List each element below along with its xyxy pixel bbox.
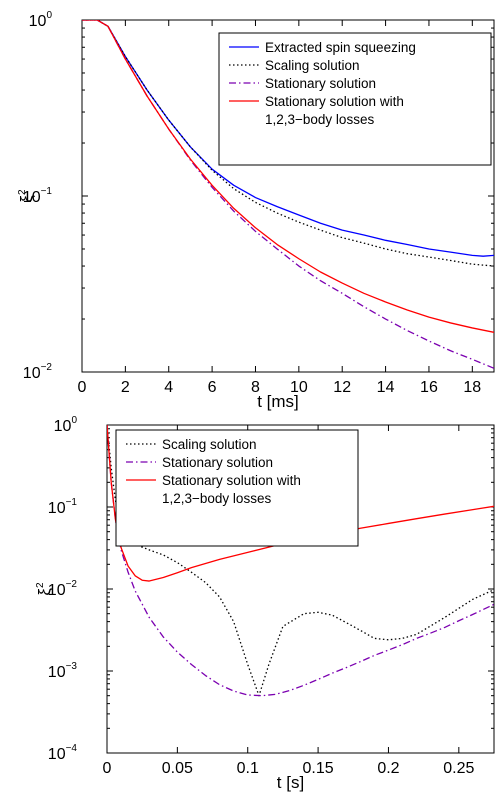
x-tick-label: 0.2 (377, 760, 399, 777)
x-tick-label: 10 (290, 379, 308, 396)
y-tick-base: 10 (48, 500, 66, 517)
x-tick-label: 0.25 (443, 760, 474, 777)
y-axis-label-text: ξ2 (35, 582, 54, 596)
y-tick-label: 100 (29, 10, 53, 30)
y-axis-sup: 2 (17, 189, 28, 195)
series-line (107, 425, 494, 582)
legend-label: Stationary solution with (265, 94, 404, 109)
series-line (82, 20, 494, 267)
y-axis-symbol: ξ (17, 195, 36, 203)
y-axis-symbol: ξ (35, 588, 54, 596)
x-tick-label: 6 (208, 379, 217, 396)
y-tick-exp: 0 (46, 10, 52, 21)
legend-label: Stationary solution (265, 76, 376, 91)
x-tick-label: 0 (78, 379, 87, 396)
legend-label: 1,2,3−body losses (265, 112, 374, 127)
y-tick-base: 10 (23, 365, 41, 382)
x-tick-label: 18 (463, 379, 481, 396)
legend-label: Stationary solution with (162, 473, 301, 488)
y-tick-base: 10 (48, 746, 66, 763)
x-axis-label: t [ms] (257, 392, 299, 411)
y-tick-label: 100 (54, 415, 78, 435)
x-tick-label: 14 (377, 379, 395, 396)
series-line (82, 20, 494, 257)
y-tick-label: 10−4 (48, 743, 78, 763)
x-tick-label: 2 (121, 379, 130, 396)
y-tick-exp: −1 (66, 497, 78, 508)
y-tick-label: 10−1 (23, 186, 53, 206)
legend-box (218, 32, 492, 166)
y-axis-label-text: ξ2 (17, 189, 36, 203)
series-group (82, 20, 494, 369)
legend-label: Stationary solution (162, 455, 273, 470)
y-axis-label: ξ2 (17, 189, 36, 203)
legend-box (115, 429, 359, 547)
y-tick-exp: −2 (66, 579, 78, 590)
y-tick-base: 10 (29, 13, 47, 30)
x-tick-label: 0.05 (162, 760, 193, 777)
x-tick-label: 0.15 (303, 760, 334, 777)
y-tick-base: 10 (48, 582, 66, 599)
x-tick-label: 16 (420, 379, 438, 396)
x-tick-label: 0.1 (237, 760, 259, 777)
legend-label: 1,2,3−body losses (162, 491, 271, 506)
y-tick-exp: 0 (71, 415, 77, 426)
y-tick-base: 10 (48, 664, 66, 681)
y-tick-exp: −3 (66, 661, 78, 672)
legend-label: Scaling solution (265, 58, 360, 73)
series-line (82, 20, 494, 333)
y-tick-exp: −2 (41, 362, 53, 373)
x-tick-label: 4 (164, 379, 173, 396)
legend-label: Scaling solution (162, 437, 257, 452)
y-axis-label: ξ2 (35, 582, 54, 596)
y-tick-label: 10−3 (48, 661, 78, 681)
y-tick-label: 10−1 (48, 497, 78, 517)
x-tick-label: 12 (333, 379, 351, 396)
y-tick-base: 10 (23, 189, 41, 206)
y-tick-exp: −4 (66, 743, 78, 754)
y-tick-base: 10 (54, 418, 72, 435)
y-axis-sup: 2 (35, 582, 46, 588)
y-tick-exp: −1 (41, 186, 53, 197)
x-tick-label: 8 (251, 379, 260, 396)
legend: Scaling solution Stationary solution Stati… (115, 429, 359, 547)
legend-label: Extracted spin squeezing (265, 40, 416, 55)
y-tick-label: 10−2 (23, 362, 53, 382)
x-axis-label: t [s] (277, 773, 304, 792)
legend: Extracted spin squeezing Scaling solution… (218, 32, 492, 166)
y-tick-label: 10−2 (48, 579, 78, 599)
x-tick-label: 0 (103, 760, 112, 777)
